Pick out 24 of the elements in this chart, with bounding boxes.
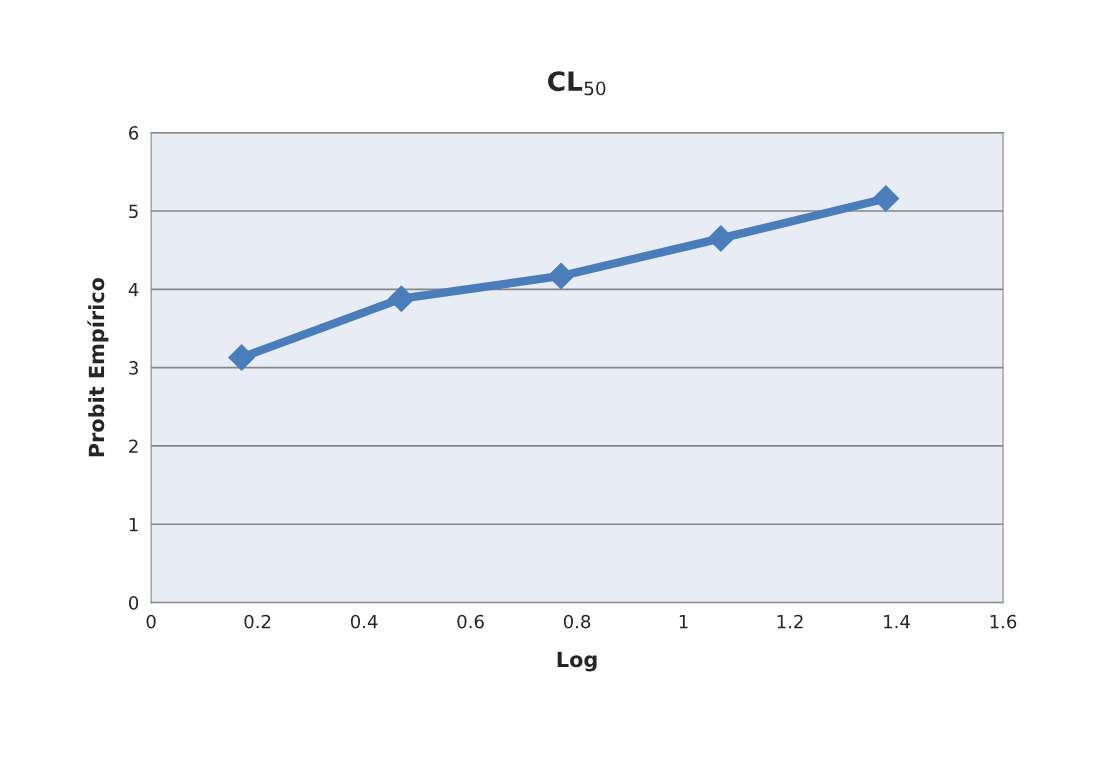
point [388, 285, 415, 312]
y-tick-label: 1 [129, 517, 138, 532]
y-tick-label: 3 [129, 361, 138, 375]
point [547, 262, 575, 290]
point [707, 225, 735, 252]
point [872, 185, 900, 212]
y-tick-label: 6 [129, 126, 139, 140]
y-tick-label: 4 [128, 283, 139, 297]
x-tick-label: 0.8 [563, 614, 591, 629]
y-axis-title: Probit Empírico [87, 277, 109, 457]
y-tick-label: 5 [129, 204, 138, 219]
x-tick-label: 0.6 [457, 614, 484, 629]
y-tick-label: 2 [129, 439, 138, 453]
point [228, 344, 255, 371]
x-tick-label: 1.6 [990, 614, 1017, 629]
x-tick-label: 1 [679, 614, 688, 629]
x-tick-label: 0 [146, 614, 156, 629]
x-axis-title: Log [557, 651, 597, 672]
x-tick-label: 0.4 [350, 614, 378, 629]
chart-title: CL$_{50}$ [548, 71, 606, 96]
x-tick-label: 0.2 [244, 614, 271, 629]
y-tick-label: 0 [129, 596, 139, 610]
x-tick-label: 1.2 [777, 614, 803, 629]
x-tick-label: 1.4 [884, 614, 910, 629]
